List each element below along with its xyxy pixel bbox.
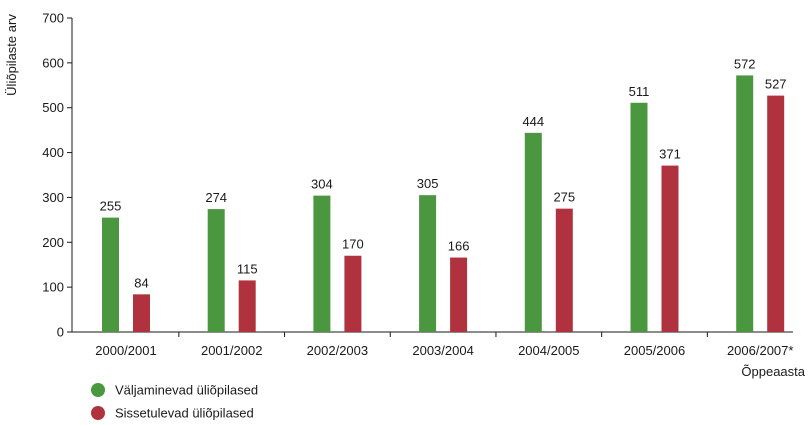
bar-outgoing [313,195,331,332]
bar-incoming [344,255,362,332]
x-axis-title: Õppeaasta [741,364,805,379]
y-tick-label: 400 [42,145,64,160]
x-axis-ticks: 2000/2001 2001/2002 2002/2003 2003/2004 2004… [95,332,793,358]
x-category-label: 2004/2005 [518,343,579,358]
y-tick-label: 600 [42,55,64,70]
bar-value-label: 255 [100,199,122,214]
x-category-label: 2001/2002 [201,343,262,358]
bar-incoming [450,257,468,332]
bar-value-label: 305 [417,176,439,191]
bar-value-label: 274 [205,190,227,205]
y-tick-label: 200 [42,235,64,250]
bar-outgoing [736,75,754,332]
bar-outgoing [207,209,225,332]
legend-label: Sissetulevad üliõpilased [115,406,254,421]
x-category-label: 2002/2003 [307,343,368,358]
bar-outgoing [630,102,648,332]
bar-incoming [238,280,256,332]
bar-value-label: 572 [734,56,756,71]
y-axis-title: Üliõpilaste arv [4,14,19,96]
legend-marker [91,383,105,397]
y-tick-label: 100 [42,280,64,295]
bar-value-label: 527 [765,77,787,92]
bar-incoming [767,95,785,332]
x-category-label: 2006/2007* [727,343,794,358]
bar-value-label: 275 [553,190,575,205]
y-tick-label: 300 [42,190,64,205]
bar-incoming [133,294,150,332]
bar-outgoing [102,217,119,332]
bar-value-label: 304 [311,177,333,192]
bar-value-label: 444 [522,114,544,129]
bar-value-label: 511 [629,84,650,99]
legend: Väljaminevad üliõpilased Sissetulevad üli… [91,383,258,421]
y-tick-label: 0 [57,325,64,340]
bar-incoming [661,165,679,332]
bar-outgoing [524,132,542,332]
legend-marker [91,406,105,420]
bars-group [102,75,785,332]
bar-outgoing [419,195,437,332]
bar-value-label: 84 [134,275,148,290]
legend-label: Väljaminevad üliõpilased [115,383,258,398]
y-axis-ticks: 0 100 200 300 400 500 600 700 [42,11,72,340]
bar-incoming [555,208,573,332]
y-tick-label: 700 [42,11,64,26]
bar-value-label: 170 [342,237,364,252]
x-category-label: 2005/2006 [624,343,685,358]
bar-value-label: 166 [448,239,470,254]
x-category-label: 2000/2001 [95,343,156,358]
x-category-label: 2003/2004 [412,343,473,358]
y-tick-label: 500 [42,100,64,115]
bar-value-label: 115 [237,261,258,276]
data-labels-group: 255 274 304 305 444 511 572 84 115 170 166 275 371 52… [100,56,787,290]
bar-value-label: 371 [659,147,681,162]
